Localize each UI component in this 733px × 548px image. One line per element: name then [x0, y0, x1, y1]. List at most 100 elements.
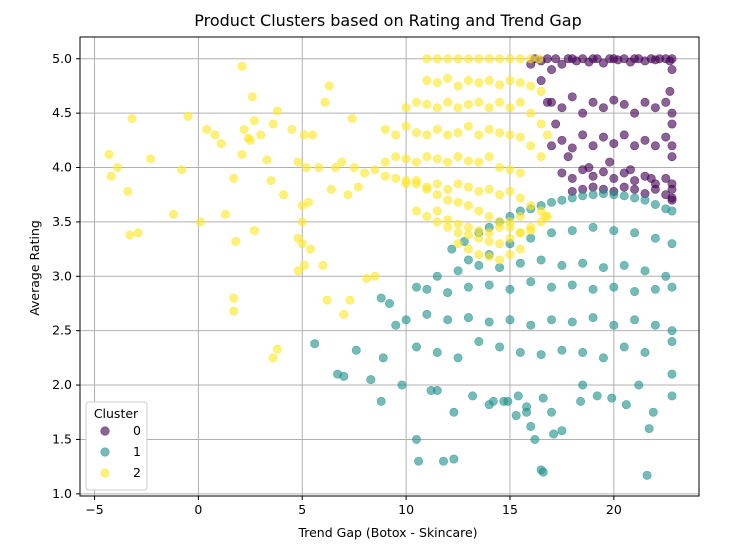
- point-cluster-1-42: [619, 260, 629, 270]
- point-cluster-2-18: [484, 76, 494, 86]
- point-cluster-1-76: [412, 342, 422, 352]
- point-cluster-2-20: [505, 76, 515, 86]
- point-cluster-1-0: [447, 244, 457, 254]
- point-cluster-0-28: [667, 54, 677, 64]
- point-cluster-1-86: [619, 342, 629, 352]
- point-cluster-2-86: [370, 165, 380, 175]
- point-cluster-2-118: [453, 219, 463, 229]
- point-cluster-2-17: [474, 78, 484, 88]
- point-cluster-2-141: [177, 165, 187, 175]
- point-cluster-0-32: [578, 108, 588, 118]
- point-cluster-2-105: [422, 211, 432, 221]
- point-cluster-1-39: [557, 260, 567, 270]
- point-cluster-2-57: [401, 154, 411, 164]
- point-cluster-1-12: [578, 191, 588, 201]
- point-cluster-1-46: [422, 284, 432, 294]
- point-cluster-2-0: [422, 54, 432, 64]
- point-cluster-0-40: [661, 97, 671, 107]
- point-cluster-1-49: [484, 280, 494, 290]
- y-tick-label-3: 2.5: [52, 323, 72, 338]
- point-cluster-1-115: [667, 391, 677, 401]
- point-cluster-2-124: [515, 211, 525, 221]
- point-cluster-0-36: [619, 99, 629, 109]
- point-cluster-2-89: [401, 176, 411, 186]
- point-cluster-1-119: [449, 407, 459, 417]
- point-cluster-2-162: [293, 157, 303, 167]
- point-cluster-1-25: [526, 233, 536, 243]
- point-cluster-2-39: [380, 124, 390, 134]
- point-cluster-1-43: [640, 266, 650, 276]
- point-cluster-1-69: [588, 313, 598, 323]
- point-cluster-1-103: [511, 411, 521, 421]
- point-cluster-1-80: [495, 342, 505, 352]
- point-cluster-0-38: [640, 97, 650, 107]
- point-cluster-1-70: [609, 320, 619, 330]
- point-cluster-1-116: [376, 396, 386, 406]
- point-cluster-2-148: [229, 173, 239, 183]
- point-cluster-0-52: [650, 141, 660, 151]
- point-cluster-0-39: [650, 103, 660, 113]
- legend-marker-2: [100, 468, 110, 478]
- point-cluster-2-175: [347, 114, 357, 124]
- point-cluster-2-151: [239, 124, 249, 134]
- point-cluster-2-109: [463, 230, 473, 240]
- point-cluster-1-28: [588, 222, 598, 232]
- point-cluster-2-67: [505, 165, 515, 175]
- point-cluster-0-51: [640, 135, 650, 145]
- point-cluster-2-85: [360, 168, 370, 178]
- point-cluster-1-107: [557, 426, 567, 436]
- point-cluster-2-58: [412, 157, 422, 167]
- axis-layer: −5 0 5 10 15 201.01.52.02.53.03.54.04.55.0: [52, 36, 700, 517]
- point-cluster-1-32: [667, 239, 677, 249]
- point-cluster-2-77: [484, 184, 494, 194]
- point-cluster-2-55: [380, 157, 390, 167]
- point-cluster-0-44: [567, 143, 577, 153]
- point-cluster-2-14: [443, 73, 453, 83]
- point-cluster-2-60: [432, 154, 442, 164]
- point-cluster-0-83: [605, 157, 615, 167]
- point-cluster-0-56: [567, 173, 577, 183]
- point-cluster-2-133: [106, 171, 116, 181]
- point-cluster-1-106: [547, 407, 557, 417]
- point-cluster-2-11: [534, 54, 544, 64]
- point-cluster-0-47: [598, 132, 608, 142]
- point-cluster-1-78: [453, 353, 463, 363]
- point-cluster-1-113: [642, 470, 652, 480]
- point-cluster-0-85: [646, 173, 656, 183]
- point-cluster-1-10: [557, 195, 567, 205]
- point-cluster-2-135: [123, 186, 133, 196]
- point-cluster-1-94: [378, 353, 388, 363]
- legend-label-1: 1: [133, 444, 141, 459]
- point-cluster-2-40: [391, 130, 401, 140]
- point-cluster-2-178: [293, 233, 303, 243]
- point-cluster-2-15: [453, 81, 463, 91]
- point-cluster-2-84: [349, 163, 359, 173]
- point-cluster-2-181: [306, 244, 316, 254]
- point-cluster-2-138: [133, 228, 143, 238]
- point-cluster-1-72: [650, 320, 660, 330]
- point-cluster-0-58: [588, 171, 598, 181]
- point-cluster-1-51: [526, 277, 536, 287]
- point-cluster-2-72: [432, 179, 442, 189]
- point-cluster-2-153: [247, 92, 257, 102]
- point-cluster-2-88: [391, 173, 401, 183]
- point-cluster-0-55: [557, 168, 567, 178]
- point-cluster-2-28: [443, 97, 453, 107]
- point-cluster-1-111: [621, 400, 631, 410]
- point-cluster-1-45: [412, 282, 422, 292]
- point-layer: [104, 54, 677, 480]
- point-cluster-0-6: [557, 59, 567, 69]
- grid-layer: [80, 37, 699, 496]
- point-cluster-0-34: [598, 103, 608, 113]
- point-cluster-1-93: [366, 375, 376, 385]
- point-cluster-1-120: [488, 396, 498, 406]
- point-cluster-2-41: [401, 121, 411, 131]
- point-cluster-2-64: [474, 157, 484, 167]
- point-cluster-2-31: [474, 97, 484, 107]
- point-cluster-2-182: [318, 260, 328, 270]
- point-cluster-2-159: [272, 106, 282, 116]
- point-cluster-0-35: [609, 95, 619, 105]
- point-cluster-1-104: [526, 421, 536, 431]
- point-cluster-2-190: [229, 293, 239, 303]
- point-cluster-2-176: [353, 182, 363, 192]
